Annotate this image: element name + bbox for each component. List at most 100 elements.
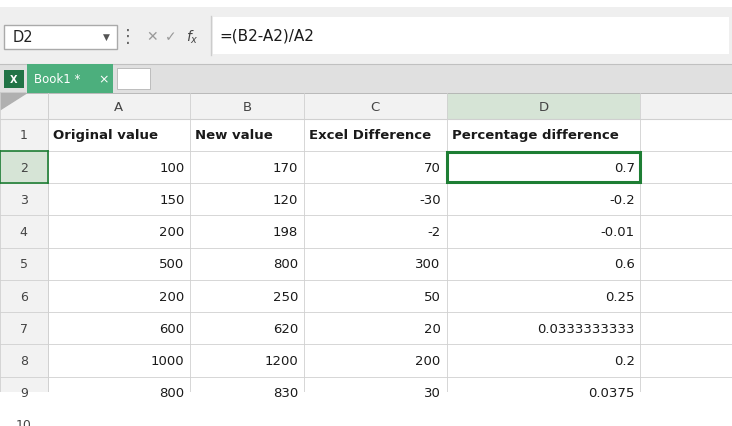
Text: 150: 150 [159,193,184,206]
Text: 600: 600 [160,322,184,335]
Text: 0.7: 0.7 [613,161,635,174]
Text: Book1 *: Book1 * [34,73,81,86]
Bar [27,65,113,94]
Bar [447,216,640,248]
Bar [4,26,117,50]
Bar [447,409,640,426]
Text: 6: 6 [20,290,28,303]
Bar [48,120,190,152]
Bar [447,377,640,409]
Bar [0,120,48,152]
Bar [304,184,447,216]
Text: 50: 50 [424,290,441,303]
Text: 120: 120 [272,193,298,206]
Text: 0.6: 0.6 [613,258,635,271]
Bar [0,312,48,345]
Bar [190,345,304,377]
Text: -30: -30 [419,193,441,206]
Bar [48,120,732,152]
Bar [213,17,729,55]
Text: 2: 2 [20,161,28,174]
Text: 30: 30 [424,386,441,399]
Bar [447,184,640,216]
Text: ▼: ▼ [103,33,111,42]
Text: A: A [114,101,124,113]
Bar [48,184,190,216]
Text: ×: × [99,73,109,86]
Bar [0,409,48,426]
Text: D: D [539,101,548,113]
Text: Percentage difference: Percentage difference [452,129,619,142]
Text: 200: 200 [160,290,184,303]
Text: 170: 170 [272,161,298,174]
Text: 200: 200 [416,354,441,367]
Polygon shape [0,94,26,111]
Bar [48,377,732,409]
Bar [447,312,640,345]
Text: $f_x$: $f_x$ [186,29,199,46]
Bar [0,184,48,216]
Bar [4,71,24,89]
Bar [0,248,48,280]
Text: 800: 800 [273,258,298,271]
Text: 250: 250 [272,290,298,303]
Text: 20: 20 [424,322,441,335]
Bar [190,120,304,152]
Text: 9: 9 [20,386,28,399]
Bar [304,152,447,184]
Bar [447,280,640,312]
Text: 0.2: 0.2 [613,354,635,367]
Text: ⋮: ⋮ [119,28,137,46]
Bar [304,280,447,312]
Bar [48,280,190,312]
Text: 800: 800 [160,386,184,399]
Bar [0,152,48,184]
Bar [48,409,732,426]
Text: 10: 10 [16,418,31,426]
Text: 1: 1 [20,129,28,142]
Bar [0,8,732,65]
Text: 4: 4 [20,225,28,239]
Bar [190,312,304,345]
Text: 0.0375: 0.0375 [589,386,635,399]
Bar [48,216,732,248]
Text: 200: 200 [160,225,184,239]
Bar [48,216,190,248]
Bar [0,216,48,248]
Text: X: X [10,75,18,85]
Text: 1000: 1000 [151,354,184,367]
Text: 5: 5 [20,258,28,271]
Bar [48,409,190,426]
Text: 1200: 1200 [264,354,298,367]
Bar [48,184,732,216]
Bar [48,312,190,345]
Bar [190,377,304,409]
Text: Excel Difference: Excel Difference [309,129,431,142]
Text: 0.0333333333: 0.0333333333 [537,322,635,335]
Bar [447,120,640,152]
Bar [48,312,732,345]
Bar [304,120,447,152]
Text: -0.2: -0.2 [609,193,635,206]
Bar [447,94,640,120]
Bar [48,345,732,377]
Bar [304,94,447,120]
Text: C: C [370,101,380,113]
Bar [117,69,150,90]
Text: 70: 70 [424,161,441,174]
Text: 8: 8 [20,354,28,367]
Bar [447,153,640,183]
Text: -2: -2 [427,225,441,239]
Text: D2: D2 [12,30,33,45]
Bar [190,152,304,184]
Bar [304,377,447,409]
Text: 100: 100 [160,161,184,174]
Text: 0.25: 0.25 [605,290,635,303]
Bar [0,377,48,409]
Bar [48,94,190,120]
Text: ✓: ✓ [165,30,176,44]
Bar [0,280,48,312]
Bar [48,248,190,280]
Bar [304,312,447,345]
Bar [304,248,447,280]
